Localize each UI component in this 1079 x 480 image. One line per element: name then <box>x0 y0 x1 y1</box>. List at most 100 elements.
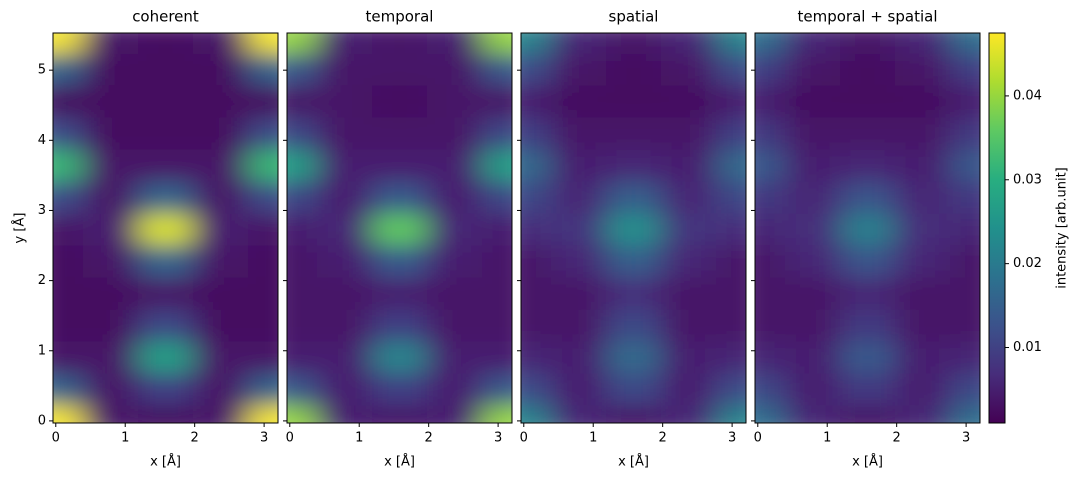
heatmap-cell <box>660 308 717 342</box>
heatmap-cell <box>287 308 318 342</box>
heatmap-cell <box>83 212 139 246</box>
heatmap-cell <box>287 117 318 150</box>
heatmap-cell <box>287 148 318 182</box>
heatmap-cell <box>192 52 249 86</box>
heatmap-cell <box>521 212 552 246</box>
heatmap-cell <box>715 308 746 342</box>
heatmap-cell <box>949 244 980 278</box>
heatmap-cell <box>660 244 717 278</box>
heatmap-cell <box>606 85 662 118</box>
heatmap-cell <box>755 212 786 246</box>
heatmap-cell <box>715 85 746 118</box>
heatmap-cell <box>317 372 373 406</box>
heatmap-cell <box>192 308 249 342</box>
heatmap-cell <box>660 372 717 406</box>
y-tick-label: 0 <box>38 413 46 428</box>
heatmap-cell <box>247 244 278 278</box>
heatmap-cell <box>192 148 249 182</box>
heatmap-cell <box>53 308 84 342</box>
x-tick-label: 2 <box>191 431 199 446</box>
heatmap <box>287 33 512 423</box>
x-axis-label: x [Å] <box>150 454 181 470</box>
heatmap-cell <box>53 52 84 86</box>
x-tick-label: 3 <box>494 431 502 446</box>
heatmap-cell <box>660 85 717 118</box>
heatmap-cell <box>606 277 662 310</box>
heatmap-cell <box>660 181 717 214</box>
heatmap-cell <box>247 341 278 374</box>
heatmap-cell <box>481 308 512 342</box>
heatmap-cell <box>53 148 84 182</box>
heatmap-cell <box>287 341 318 374</box>
y-tick-label: 4 <box>38 133 46 148</box>
heatmap-cell <box>53 277 84 310</box>
heatmap-cell <box>317 404 373 423</box>
x-tick-label: 2 <box>425 431 433 446</box>
heatmap-cell <box>949 85 980 118</box>
heatmap-cell <box>606 308 662 342</box>
heatmap-cell <box>317 148 373 182</box>
heatmap-cell <box>840 341 896 374</box>
heatmap-cell <box>755 85 786 118</box>
heatmap-cell <box>755 33 786 54</box>
heatmap-cell <box>372 33 428 54</box>
heatmap-cell <box>138 117 194 150</box>
heatmap-cell <box>481 277 512 310</box>
heatmap-cell <box>372 404 428 423</box>
heatmap-cell <box>138 244 194 278</box>
heatmap-cell <box>192 181 249 214</box>
heatmap-cell <box>192 404 249 423</box>
heatmap <box>53 33 278 423</box>
heatmap-cell <box>138 404 194 423</box>
colorbar-label: intensity [arb.unit] <box>1055 167 1070 289</box>
colorbar <box>988 32 1006 424</box>
colorbar-tick-label: 0.04 <box>1013 88 1042 103</box>
heatmap-cell <box>551 308 607 342</box>
heatmap-cell <box>606 404 662 423</box>
heatmap-cell <box>606 341 662 374</box>
heatmap-cell <box>317 244 373 278</box>
heatmap-cell <box>247 52 278 86</box>
x-axis-label: x [Å] <box>384 454 415 470</box>
heatmap-cell <box>551 212 607 246</box>
heatmap-cell <box>785 212 841 246</box>
heatmap-cell <box>551 404 607 423</box>
heatmap-cell <box>481 33 512 54</box>
heatmap-cell <box>481 341 512 374</box>
heatmap-cell <box>372 117 428 150</box>
heatmap-cell <box>426 404 483 423</box>
heatmap-cell <box>785 52 841 86</box>
heatmap-cell <box>138 33 194 54</box>
heatmap-cell <box>715 33 746 54</box>
heatmap-cell <box>521 52 552 86</box>
heatmap-cell <box>606 212 662 246</box>
heatmap-cell <box>551 52 607 86</box>
heatmap-cell <box>192 341 249 374</box>
x-tick-label: 1 <box>823 431 831 446</box>
heatmap-cell <box>372 372 428 406</box>
heatmap-cell <box>785 148 841 182</box>
heatmap-cell <box>481 181 512 214</box>
heatmap-cell <box>247 212 278 246</box>
heatmap-cell <box>551 244 607 278</box>
heatmap-cell <box>317 85 373 118</box>
heatmap-cell <box>192 244 249 278</box>
heatmap-cell <box>660 404 717 423</box>
heatmap-cell <box>894 148 951 182</box>
heatmap-cell <box>715 52 746 86</box>
heatmap-cell <box>53 117 84 150</box>
heatmap-cell <box>660 33 717 54</box>
heatmap-cell <box>606 181 662 214</box>
heatmap-cell <box>521 404 552 423</box>
heatmap-cell <box>715 117 746 150</box>
axes-frame <box>286 32 513 424</box>
colorbar-tick-label: 0.03 <box>1013 172 1042 187</box>
heatmap-cell <box>83 33 139 54</box>
heatmap-cell <box>840 85 896 118</box>
heatmap-cell <box>894 117 951 150</box>
y-axis-label: y [Å] <box>12 213 28 244</box>
heatmap-cell <box>138 52 194 86</box>
heatmap-cell <box>481 52 512 86</box>
y-tick-label: 2 <box>38 273 46 288</box>
